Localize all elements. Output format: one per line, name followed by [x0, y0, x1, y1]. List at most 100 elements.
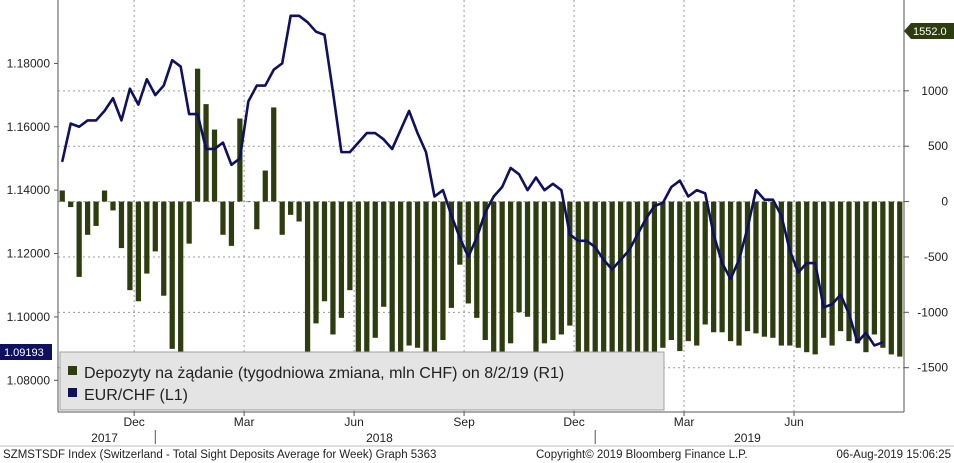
deposit-bar	[76, 201, 82, 277]
eurchf-point	[383, 138, 385, 141]
eurchf-point	[196, 113, 199, 115]
deposit-bar	[127, 201, 133, 291]
deposit-bar	[414, 201, 421, 348]
deposit-bar	[533, 201, 539, 355]
deposit-bar	[321, 201, 328, 302]
deposit-bar	[178, 201, 184, 368]
deposit-bar	[770, 201, 776, 338]
deposit-bar	[220, 201, 226, 235]
eurchf-point	[873, 344, 875, 347]
deposit-bar	[465, 201, 471, 304]
eurchf-point	[493, 195, 495, 198]
x-month-label: Dec	[123, 415, 144, 429]
eurchf-point	[687, 195, 689, 198]
last-value-left-bg	[0, 344, 52, 360]
deposit-bar	[448, 201, 455, 308]
eurchf-point	[408, 110, 410, 112]
footer-left: SZMSTSDF Index (Switzerland - Total Sigh…	[3, 449, 436, 461]
deposit-bar	[499, 201, 505, 370]
deposit-bar	[863, 201, 869, 353]
eurchf-point	[518, 173, 520, 175]
deposit-bar	[592, 201, 598, 410]
eurchf-point	[738, 259, 740, 261]
deposit-bar	[152, 201, 158, 252]
last-value-left: 1.09193	[4, 347, 44, 359]
deposit-bar	[727, 201, 734, 342]
deposit-bar	[761, 201, 768, 337]
eurchf-point	[603, 259, 605, 261]
eurchf-point	[459, 237, 461, 239]
eurchf-line	[60, 14, 884, 347]
eurchf-point	[814, 262, 816, 264]
footer-right: 06-Aug-2019 15:06:25	[837, 449, 951, 461]
x-year-label: 2017	[91, 431, 118, 445]
last-value-left-badge: 1.09193	[0, 344, 52, 360]
deposit-bar	[567, 201, 573, 326]
deposit-bar	[423, 201, 429, 374]
deposit-bar	[651, 201, 658, 357]
deposit-bar	[812, 201, 818, 355]
deposit-bar	[186, 201, 192, 244]
deposit-bar	[736, 201, 742, 346]
eurchf-point	[78, 126, 80, 128]
right-tick-label: -1500	[917, 361, 948, 375]
eurchf-point	[95, 119, 97, 122]
eurchf-point	[112, 97, 114, 99]
deposit-bar	[837, 201, 844, 332]
eurchf-point	[670, 186, 672, 188]
deposit-bar	[795, 201, 801, 348]
left-tick-label: 1.16000	[7, 120, 51, 134]
eurchf-point	[543, 189, 546, 191]
eurchf-point	[789, 249, 791, 251]
deposit-bar	[144, 201, 150, 274]
eurchf-point	[349, 151, 351, 153]
x-axis: Dec Mar Jun Sep Dec Mar Jun 2017 2018 2019	[58, 411, 904, 445]
eurchf-point	[729, 278, 732, 280]
deposit-bar	[381, 201, 387, 307]
eurchf-point	[848, 313, 850, 315]
deposit-bar	[279, 201, 285, 235]
deposit-bar	[194, 68, 201, 202]
eurchf-point	[70, 123, 72, 125]
eurchf-point	[213, 148, 216, 150]
eurchf-point	[526, 189, 529, 191]
deposit-bar	[584, 201, 590, 355]
eurchf-point	[780, 214, 782, 217]
eurchf-point	[713, 233, 715, 236]
eurchf-point	[696, 189, 698, 191]
eurchf-point	[510, 167, 512, 169]
deposit-bar	[575, 201, 581, 357]
x-year-label: 2018	[366, 431, 393, 445]
deposit-bar	[474, 201, 480, 318]
deposit-bar	[626, 201, 632, 379]
last-value-right: 1552.0	[913, 26, 947, 38]
right-tick-label: -500	[924, 250, 948, 264]
right-tick-label: 1000	[921, 84, 948, 98]
deposit-bar	[262, 170, 268, 202]
deposit-bar	[829, 201, 835, 346]
deposit-bar	[245, 201, 251, 203]
left-tick-label: 1.08000	[7, 373, 51, 387]
eurchf-point	[332, 91, 334, 93]
deposit-bar	[389, 201, 395, 370]
deposit-bar	[558, 201, 564, 335]
eurchf-point	[755, 189, 757, 191]
footer-center: Copyright© 2019 Bloomberg Finance L.P.	[536, 449, 748, 461]
deposit-bar	[507, 201, 514, 344]
deposit-bar	[601, 201, 607, 357]
eurchf-point	[103, 110, 106, 112]
eurchf-point	[628, 249, 630, 251]
eurchf-point	[264, 84, 266, 87]
deposit-bar	[524, 201, 531, 317]
deposit-bar	[685, 201, 691, 342]
x-month-label: Mar	[674, 415, 695, 429]
right-tick-label: -1000	[917, 305, 948, 319]
deposit-bar	[897, 201, 903, 357]
eurchf-point	[230, 164, 233, 166]
eurchf-point	[806, 262, 808, 264]
eurchf-point	[306, 21, 309, 23]
eurchf-point	[163, 84, 165, 87]
eurchf-point	[569, 233, 571, 236]
eurchf-point	[882, 341, 884, 343]
eurchf-point	[831, 303, 833, 305]
